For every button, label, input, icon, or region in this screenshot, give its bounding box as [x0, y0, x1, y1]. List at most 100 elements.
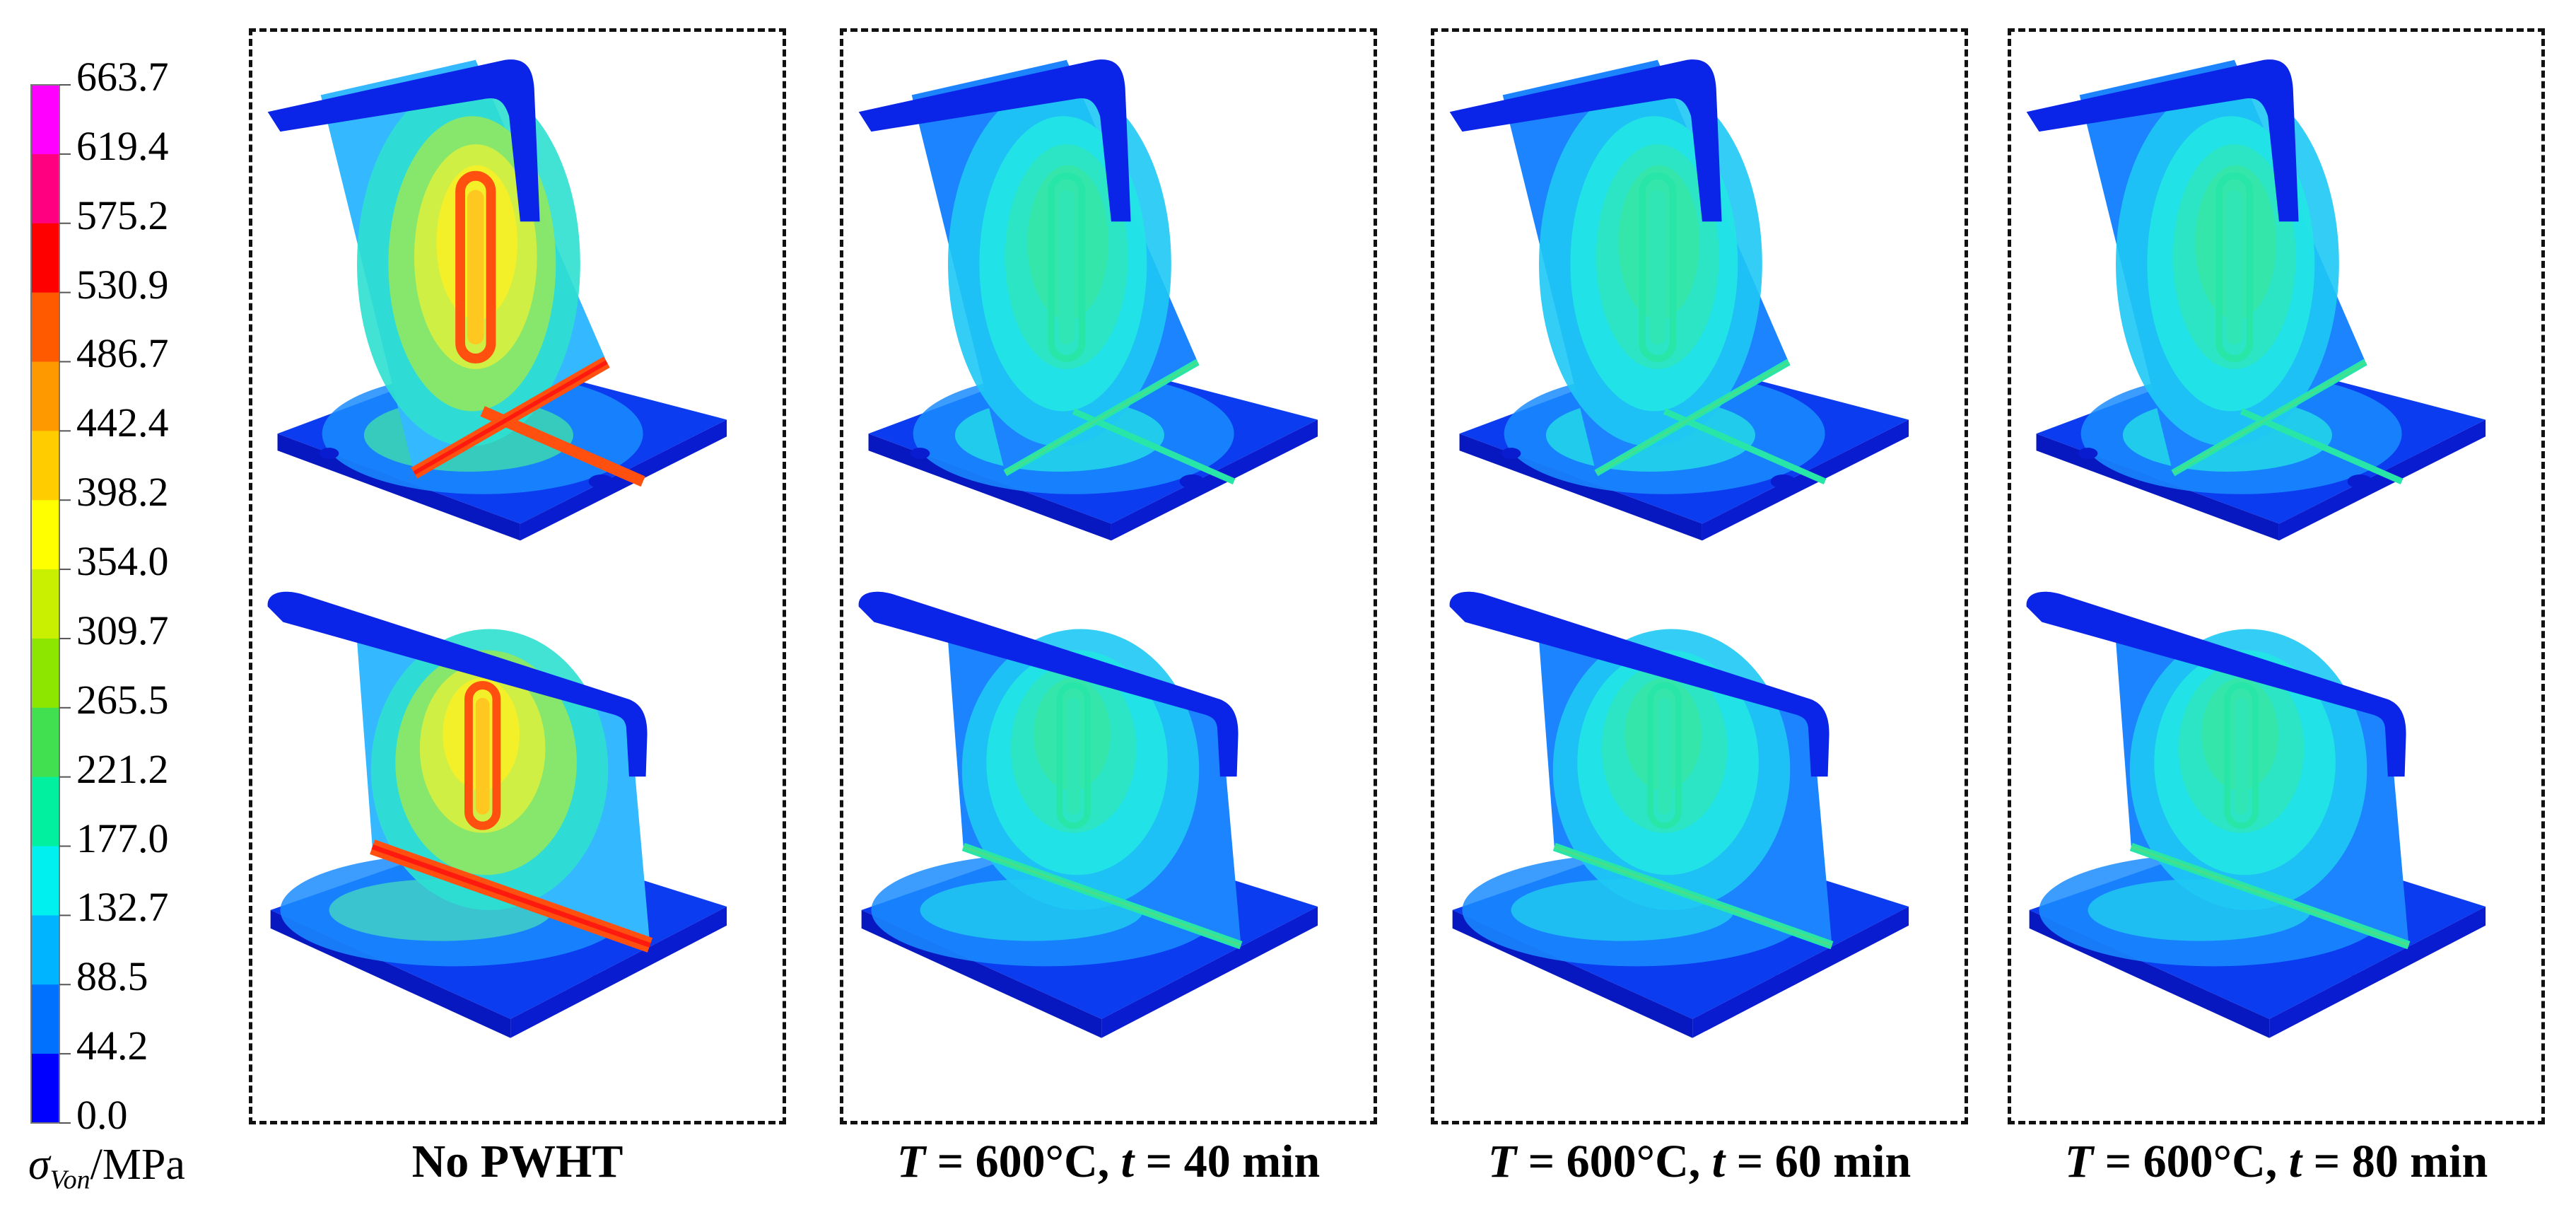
flange	[858, 59, 1131, 222]
stress-contour-model	[267, 59, 727, 1038]
weld-loop-core	[475, 697, 490, 815]
weld-line-core	[2172, 361, 2367, 475]
flange	[267, 59, 540, 222]
colorbar-segment	[31, 569, 59, 639]
panel-600c-40min	[840, 28, 1377, 1124]
weld-line	[2240, 408, 2404, 484]
colorbar-tick-label: 221.2	[76, 745, 169, 792]
weld-loop-core	[2234, 697, 2249, 815]
base-plate-edge	[2036, 433, 2279, 541]
plate-spot	[2348, 974, 2372, 987]
base-plate-edge	[510, 906, 727, 1038]
colorbar-tick-label: 663.7	[76, 54, 169, 100]
colorbar-tick-label: 132.7	[76, 884, 169, 931]
plate-spot	[1181, 974, 1204, 987]
flange	[1449, 59, 1722, 222]
flange	[1449, 591, 1829, 777]
flange	[2026, 591, 2406, 777]
caption-600c-80min: T = 600°C, t = 80 min	[2064, 1136, 2488, 1187]
weld-line-core	[1554, 845, 1833, 947]
plate-spot	[910, 448, 930, 460]
base-plate-edge	[1702, 419, 1909, 541]
weld-loop	[1056, 682, 1091, 830]
weld-loop-core	[1649, 190, 1666, 345]
weld-loop	[1647, 682, 1682, 830]
weld-line-core	[413, 360, 608, 475]
weld-loop	[1048, 172, 1086, 362]
weld-loop-core	[1058, 190, 1075, 345]
base-plate-edge	[1692, 906, 1909, 1038]
weld-loop	[2215, 172, 2254, 362]
colorbar-segment	[31, 223, 59, 293]
colorbar-legend: 663.7 619.4 575.2 530.9 486.7 442.4 398.2 354.0…	[0, 0, 240, 1222]
stress-contour-model	[858, 59, 1318, 1038]
colorbar-segment	[31, 1054, 59, 1124]
plate-spot	[588, 474, 614, 489]
colorbar-segment	[31, 915, 59, 985]
colorbar-tick-label: 575.2	[76, 192, 169, 238]
base-plate-edge	[2269, 906, 2486, 1038]
stress-contour-model	[2026, 59, 2486, 1038]
colorbar-segment	[31, 846, 59, 916]
base-plate-edge	[1111, 419, 1318, 541]
flange	[267, 591, 648, 777]
colorbar-tick-label: 530.9	[76, 261, 169, 308]
flange	[858, 591, 1239, 777]
colorbar-segment	[31, 361, 59, 431]
base-plate-edge	[520, 419, 727, 541]
plate-spot	[2078, 448, 2098, 460]
colorbar-tick-label: 619.4	[76, 122, 169, 169]
panel-600c-60min	[1431, 28, 1968, 1124]
caption-no-pwht: No PWHT	[411, 1136, 623, 1187]
weld-loop	[455, 170, 496, 363]
panel-no-pwht	[249, 28, 786, 1124]
weld-line-core	[1596, 361, 1790, 475]
plate-spot	[319, 448, 339, 460]
colorbar-segment	[31, 984, 59, 1054]
colorbar-segment	[31, 153, 59, 224]
flange	[2026, 59, 2299, 222]
colorbar-tick-label: 442.4	[76, 400, 169, 446]
colorbar-segment	[31, 776, 59, 847]
weld-loop	[464, 681, 501, 830]
base-plate-edge	[277, 433, 520, 541]
weld-loop	[1639, 172, 1677, 362]
colorbar-tick-label: 177.0	[76, 815, 169, 861]
colorbar	[30, 84, 71, 1124]
base-plate-edge	[1101, 906, 1318, 1038]
colorbar-tick-label: 265.5	[76, 676, 169, 723]
colorbar-tick-label: 88.5	[76, 953, 148, 1000]
plate-spot	[590, 974, 613, 987]
plate-spot	[1179, 474, 1205, 489]
colorbar-tick-label: 354.0	[76, 538, 169, 585]
plate-spot	[1770, 474, 1796, 489]
colorbar-segment	[31, 707, 59, 778]
colorbar-segment	[31, 638, 59, 709]
weld-line	[480, 406, 645, 487]
base-plate-edge	[868, 433, 1111, 541]
colorbar-segment	[31, 431, 59, 501]
caption-600c-60min: T = 600°C, t = 60 min	[1487, 1136, 1911, 1187]
weld-line-core	[1005, 361, 1199, 475]
colorbar-tick-label: 398.2	[76, 469, 169, 516]
colorbar-unit-label: σVon/MPa	[28, 1141, 185, 1195]
weld-loop-core	[1066, 697, 1081, 815]
colorbar-tick-label: 309.7	[76, 607, 169, 653]
weld-line-core	[2131, 845, 2410, 947]
weld-line	[1072, 408, 1236, 484]
plate-spot	[2347, 474, 2373, 489]
caption-600c-40min: T = 600°C, t = 40 min	[896, 1136, 1321, 1187]
stress-contour-model	[1449, 59, 1909, 1038]
base-plate-edge	[1459, 433, 1702, 541]
weld-line-core	[371, 844, 651, 948]
weld-loop	[2224, 682, 2259, 830]
base-plate-edge	[2278, 419, 2486, 541]
weld-loop-core	[467, 190, 484, 345]
weld-line	[1663, 408, 1827, 484]
colorbar-tick-label: 44.2	[76, 1023, 148, 1069]
colorbar-tick-label: 486.7	[76, 330, 169, 377]
colorbar-frame	[30, 84, 60, 1124]
panel-600c-80min	[2008, 28, 2545, 1124]
colorbar-segment	[31, 85, 59, 155]
plate-spot	[1501, 448, 1521, 460]
